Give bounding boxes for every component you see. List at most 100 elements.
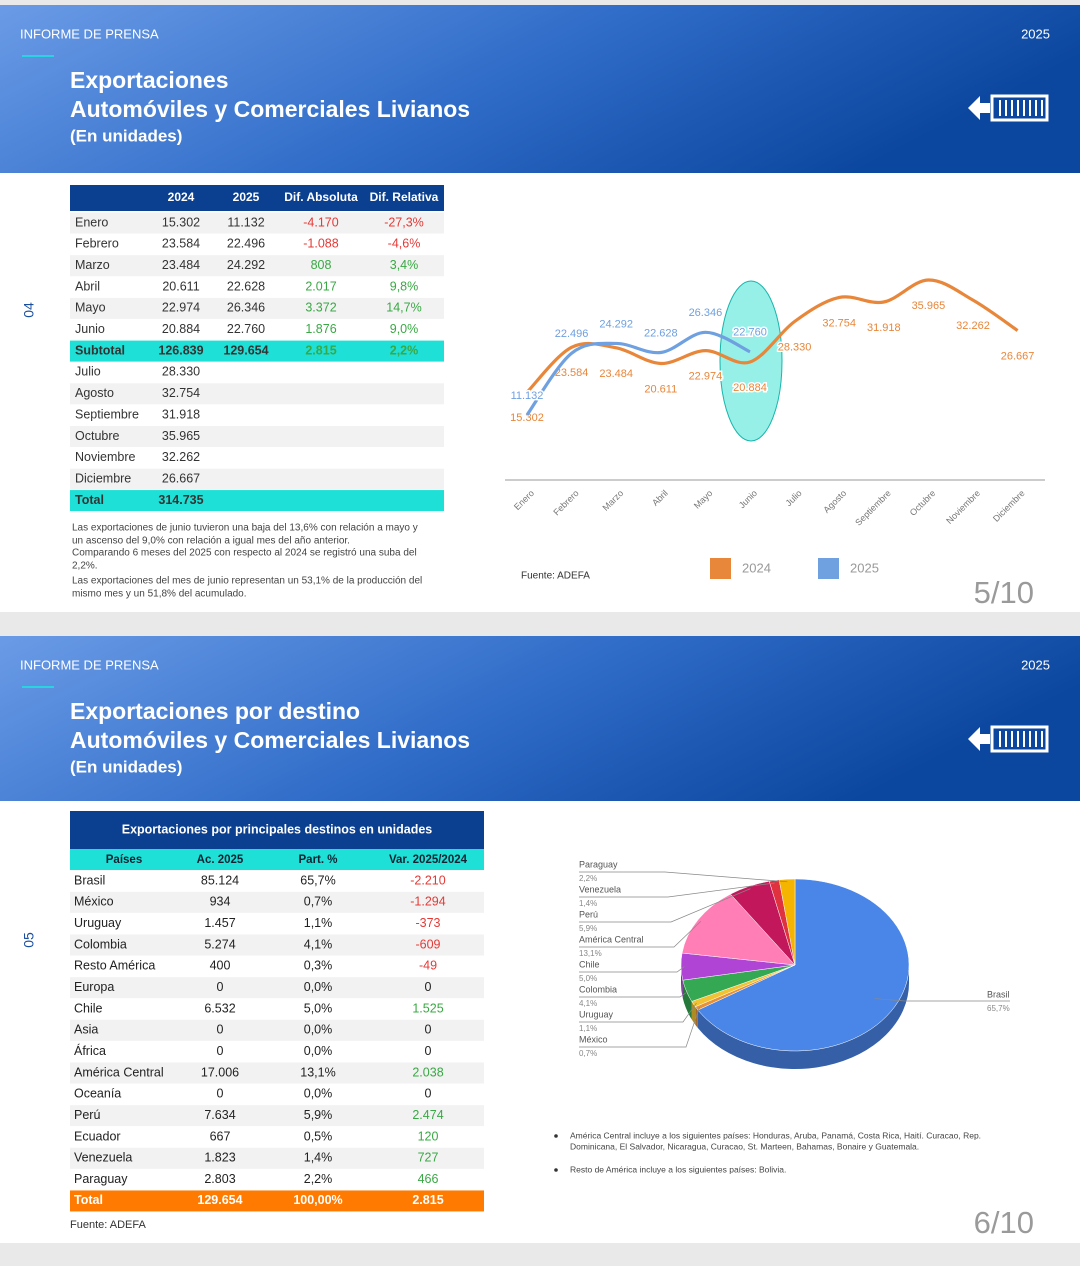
data-label: 26.667 (1001, 350, 1035, 362)
table-cell: 100,00% (293, 1193, 342, 1207)
header-title: Exportaciones por destino (70, 698, 360, 724)
leader-line (579, 966, 685, 973)
table-row (70, 870, 484, 892)
table-cell: 0 (425, 1044, 432, 1058)
table-cell: 0,0% (304, 1023, 333, 1037)
table-cell: Mayo (75, 301, 106, 315)
table-cell: 129.654 (197, 1193, 242, 1207)
pie-side (682, 980, 692, 1020)
bullet (554, 1168, 558, 1172)
line-series (525, 278, 1019, 394)
table-cell: Resto América (74, 959, 155, 973)
table-cell: 0,3% (304, 959, 333, 973)
table-cell: 9,0% (390, 322, 419, 336)
table-cell: 466 (418, 1172, 439, 1186)
table-row (70, 361, 444, 383)
table-cell: -49 (419, 959, 437, 973)
note: mismo mes y un 51,8% del acumulado. (72, 589, 247, 600)
pie-value-label: 5,0% (579, 974, 597, 983)
total-row (70, 1190, 484, 1212)
table-cell: 1.823 (204, 1151, 235, 1165)
table-row (70, 447, 444, 469)
table-cell: 1.525 (412, 1001, 443, 1015)
header-label: INFORME DE PRENSA (20, 657, 159, 672)
table-cell: Febrero (75, 237, 119, 251)
table-row (70, 1062, 484, 1084)
table-cell: Colombia (74, 937, 127, 951)
pie-label: Paraguay (579, 859, 618, 869)
note: Dominicana, El Salvador, Nicaragua, Cura… (570, 1141, 919, 1151)
table-row (70, 1169, 484, 1191)
column-header: Países (106, 854, 142, 866)
table-cell: 15.302 (162, 215, 200, 229)
leader-line (579, 888, 751, 923)
pie-label: Uruguay (579, 1009, 614, 1019)
column-header: 2025 (233, 190, 260, 204)
pie-side (695, 1006, 698, 1029)
table-header (70, 849, 484, 870)
table-cell: 0 (217, 980, 224, 994)
table-cell: 120 (418, 1129, 439, 1143)
table-cell: América Central (74, 1065, 164, 1079)
table-cell: Ecuador (74, 1129, 121, 1143)
table-cell: 1.457 (204, 916, 235, 930)
table-cell: Uruguay (74, 916, 122, 930)
table-cell: 5,9% (304, 1108, 333, 1122)
table-cell: 2.017 (305, 279, 336, 293)
header-title: (En unidades) (70, 126, 182, 145)
table-cell: 2.038 (412, 1065, 443, 1079)
table-cell: 26.346 (227, 301, 265, 315)
pie-slice (778, 878, 796, 966)
table-cell: México (74, 895, 114, 909)
column-header: Dif. Relativa (370, 190, 439, 204)
table-cell: 31.918 (162, 407, 200, 421)
table-row (70, 1041, 484, 1063)
note: un ascenso del 9,0% con relación a igual… (72, 536, 350, 547)
column-header: Ac. 2025 (197, 854, 244, 866)
table-cell: 2.474 (412, 1108, 443, 1122)
table-row (70, 998, 484, 1020)
table-cell: -1.088 (303, 237, 338, 251)
table-cell: 28.330 (162, 365, 200, 379)
column-header: Part. % (299, 854, 338, 866)
table-cell: Asia (74, 1023, 98, 1037)
bullet (554, 1134, 558, 1138)
table-row (70, 1147, 484, 1169)
table-cell: 2.815 (305, 343, 336, 357)
table-cell: Perú (74, 1108, 100, 1122)
table-cell: Subtotal (75, 343, 125, 357)
data-label: 32.262 (956, 320, 990, 332)
table-cell: Septiembre (75, 407, 139, 421)
table-cell: 24.292 (227, 258, 265, 272)
data-label: 23.484 (599, 368, 633, 380)
page-number: 5/10 (974, 575, 1034, 610)
data-label: 28.330 (778, 341, 812, 353)
table-cell: 2,2% (390, 343, 419, 357)
table-row (70, 977, 484, 999)
pie-value-label: 13,1% (579, 949, 602, 958)
legend-label: 2024 (742, 560, 771, 575)
source: Fuente: ADEFA (70, 1219, 146, 1231)
table-cell: Diciembre (75, 471, 131, 485)
table-cell: -609 (415, 937, 440, 951)
data-label: 22.496 (555, 328, 589, 340)
table-cell: 17.006 (201, 1065, 239, 1079)
table-cell: 0,7% (304, 895, 333, 909)
table-cell: Brasil (74, 873, 105, 887)
table-row (70, 426, 444, 447)
table-cell: 11.132 (227, 215, 264, 229)
table-cell: 65,7% (300, 873, 335, 887)
table-cell: 667 (210, 1129, 231, 1143)
pie-side-shade (691, 1001, 696, 1025)
table-row (70, 1019, 484, 1041)
data-label: 32.754 (822, 317, 856, 329)
leader-line (579, 920, 702, 948)
header-accent (22, 686, 54, 688)
table-row (70, 383, 444, 405)
table-cell: 0 (425, 1023, 432, 1037)
table-cell: 0,0% (304, 1044, 333, 1058)
column-header: Dif. Absoluta (284, 190, 358, 204)
table-cell: Total (74, 1193, 103, 1207)
table-cell: -1.294 (410, 895, 445, 909)
